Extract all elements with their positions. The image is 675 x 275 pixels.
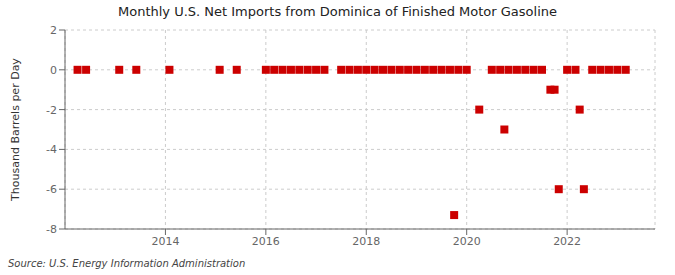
svg-text:2014: 2014 <box>151 235 179 248</box>
svg-text:-4: -4 <box>46 143 57 156</box>
svg-text:2016: 2016 <box>252 235 280 248</box>
svg-text:2: 2 <box>50 24 57 37</box>
html-text:Source: U.S. Energy Informatio: Source: U.S. Energy Information Administ… <box>8 258 246 269</box>
svg-text:2020: 2020 <box>453 235 481 248</box>
svg-text:2018: 2018 <box>352 235 380 248</box>
svg-text:-2: -2 <box>46 104 57 117</box>
svg-text:2022: 2022 <box>553 235 581 248</box>
html-text:Monthly U.S. Net Imports from: Monthly U.S. Net Imports from Dominica o… <box>118 4 557 19</box>
svg-text:Thousand Barrels per Day: Thousand Barrels per Day <box>9 58 22 202</box>
svg-text:0: 0 <box>50 64 57 77</box>
svg-text:-6: -6 <box>46 183 57 196</box>
svg-text:-8: -8 <box>46 223 57 236</box>
